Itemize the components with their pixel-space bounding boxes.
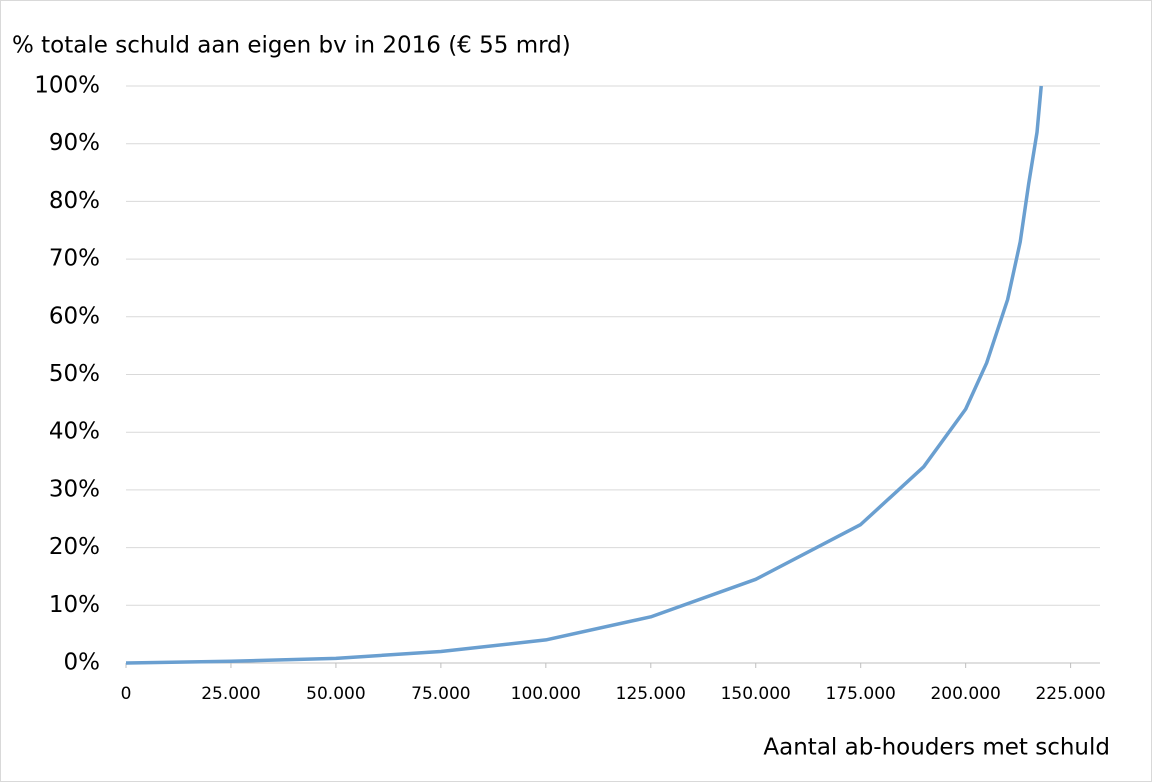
y-tick-label: 100% <box>34 73 100 99</box>
y-tick-label: 50% <box>49 361 100 387</box>
x-tick-label: 150.000 <box>721 684 791 704</box>
data-line <box>125 85 1043 665</box>
x-tick-label: 100.000 <box>511 684 581 704</box>
x-tick-label: 50.000 <box>306 684 365 704</box>
x-tick-label: 75.000 <box>411 684 470 704</box>
x-tick-label: 25.000 <box>201 684 260 704</box>
y-tick-label: 80% <box>49 188 100 214</box>
x-tick-label: 125.000 <box>616 684 686 704</box>
y-tick-label: 90% <box>49 130 100 156</box>
y-tick-label: 30% <box>49 476 100 502</box>
x-tick-label: 175.000 <box>826 684 896 704</box>
y-tick-label: 0% <box>64 650 101 676</box>
y-tick-label: 60% <box>49 303 100 329</box>
y-tick-label: 70% <box>49 246 100 272</box>
x-axis-title: Aantal ab-houders met schuld <box>763 735 1110 761</box>
y-tick-label: 20% <box>49 534 100 560</box>
y-tick-label: 40% <box>49 419 100 445</box>
x-tick-label: 200.000 <box>930 684 1000 704</box>
y-tick-label: 10% <box>49 592 100 618</box>
chart-title: % totale schuld aan eigen bv in 2016 (€ … <box>12 33 571 59</box>
x-tick-label: 0 <box>121 684 132 704</box>
x-tick-label: 225.000 <box>1035 684 1105 704</box>
